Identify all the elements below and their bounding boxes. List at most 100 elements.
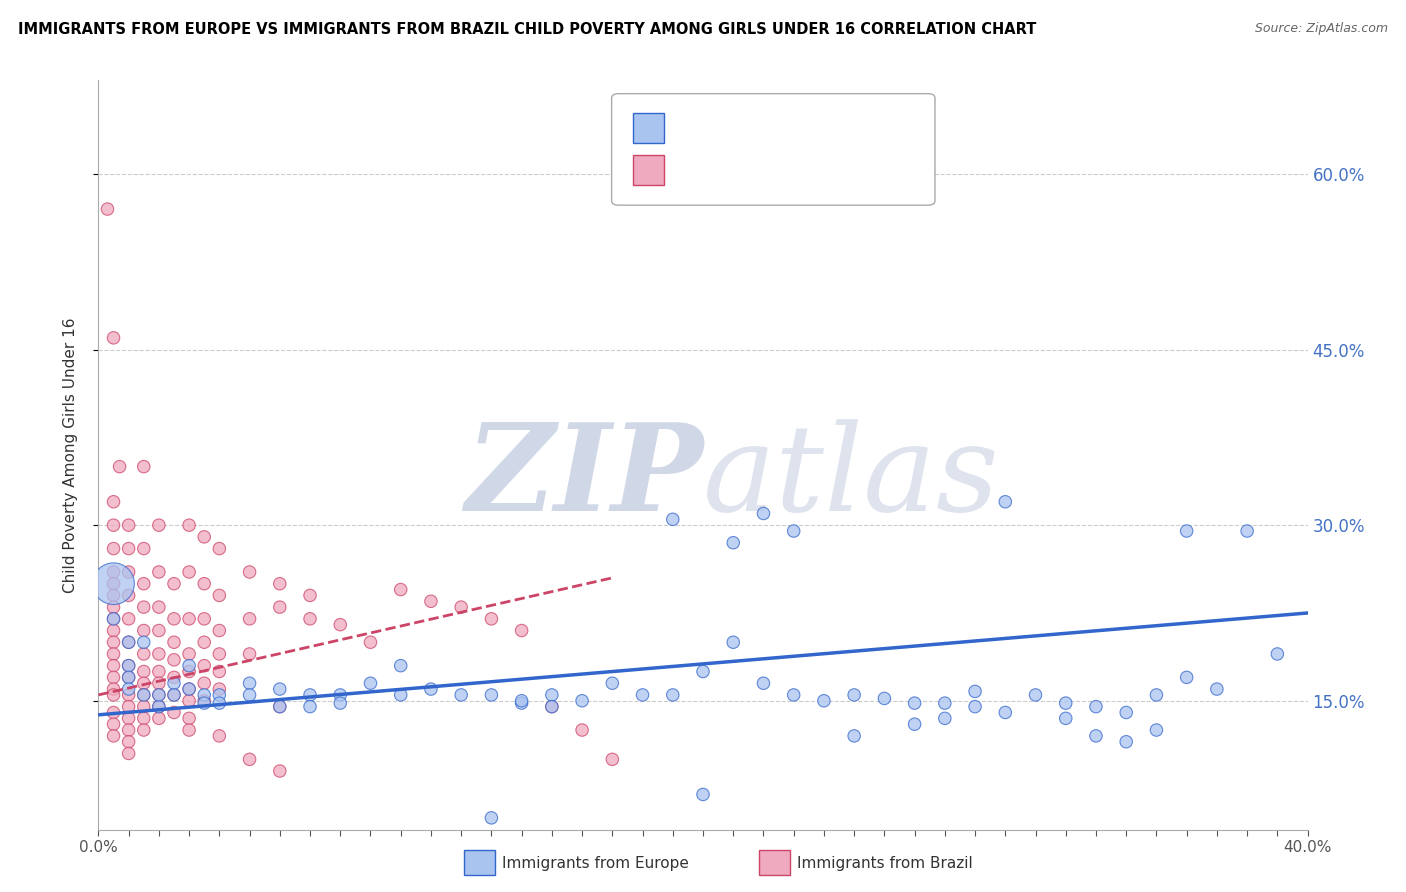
Point [510, 696, 533, 710]
Point [1054, 711, 1077, 725]
Point [103, 541, 125, 556]
Point [148, 688, 170, 702]
Point [103, 681, 125, 696]
Point [1144, 723, 1167, 737]
Point [193, 635, 215, 649]
Point [193, 658, 215, 673]
Point [163, 635, 186, 649]
Point [132, 665, 155, 679]
Point [148, 688, 170, 702]
Point [163, 688, 186, 702]
Point [1206, 681, 1229, 696]
Point [132, 635, 155, 649]
Text: 0.211: 0.211 [707, 161, 759, 178]
Point [179, 647, 201, 661]
Point [208, 688, 231, 702]
Point [873, 691, 896, 706]
Point [239, 752, 262, 766]
Point [132, 459, 155, 474]
Point [132, 723, 155, 737]
Point [163, 576, 186, 591]
Point [420, 681, 443, 696]
Point [269, 600, 291, 615]
Point [118, 711, 141, 725]
Point [481, 688, 503, 702]
Point [103, 518, 125, 533]
Point [965, 684, 987, 698]
Point [148, 647, 170, 661]
Text: Source: ZipAtlas.com: Source: ZipAtlas.com [1254, 22, 1388, 36]
Point [208, 589, 231, 603]
Point [420, 594, 443, 608]
Point [103, 635, 125, 649]
Point [118, 681, 141, 696]
Point [269, 576, 291, 591]
Point [208, 681, 231, 696]
Point [208, 541, 231, 556]
Point [239, 565, 262, 579]
Y-axis label: Child Poverty Among Girls Under 16: Child Poverty Among Girls Under 16 [63, 318, 77, 592]
Point [103, 612, 125, 626]
Point [132, 699, 155, 714]
Point [132, 624, 155, 638]
Point [103, 670, 125, 684]
Point [208, 696, 231, 710]
Point [179, 694, 201, 708]
Point [1115, 706, 1137, 720]
Point [148, 676, 170, 690]
Point [179, 681, 201, 696]
Point [994, 494, 1017, 508]
Point [329, 696, 352, 710]
Point [208, 624, 231, 638]
Point [239, 688, 262, 702]
Point [163, 670, 186, 684]
Point [1175, 670, 1198, 684]
Point [692, 788, 714, 802]
Text: N =: N = [770, 161, 807, 178]
Point [148, 699, 170, 714]
Point [783, 524, 806, 538]
Point [103, 494, 125, 508]
Point [103, 565, 125, 579]
Point [360, 676, 382, 690]
Text: IMMIGRANTS FROM EUROPE VS IMMIGRANTS FROM BRAZIL CHILD POVERTY AMONG GIRLS UNDER: IMMIGRANTS FROM EUROPE VS IMMIGRANTS FRO… [18, 22, 1036, 37]
Point [148, 711, 170, 725]
Point [571, 723, 593, 737]
Point [1085, 729, 1108, 743]
Point [193, 696, 215, 710]
Point [329, 617, 352, 632]
Point [118, 670, 141, 684]
Point [103, 331, 125, 345]
Point [602, 676, 624, 690]
Point [108, 459, 131, 474]
Point [752, 507, 775, 521]
Point [148, 624, 170, 638]
Point [1175, 524, 1198, 538]
Point [208, 729, 231, 743]
Point [692, 665, 714, 679]
Point [118, 688, 141, 702]
Point [103, 576, 125, 591]
Point [103, 688, 125, 702]
Text: 105: 105 [804, 161, 839, 178]
Text: Immigrants from Europe: Immigrants from Europe [502, 856, 689, 871]
Point [163, 653, 186, 667]
Point [118, 747, 141, 761]
Text: R =: R = [672, 161, 709, 178]
Point [239, 647, 262, 661]
Point [329, 688, 352, 702]
Point [450, 600, 472, 615]
Point [118, 612, 141, 626]
Point [904, 696, 927, 710]
Point [481, 612, 503, 626]
Point [193, 688, 215, 702]
Point [118, 518, 141, 533]
Point [179, 565, 201, 579]
Text: ZIP: ZIP [465, 418, 703, 537]
Point [450, 688, 472, 702]
Point [118, 658, 141, 673]
Point [269, 681, 291, 696]
Point [389, 658, 412, 673]
Point [1267, 647, 1289, 661]
Point [132, 676, 155, 690]
